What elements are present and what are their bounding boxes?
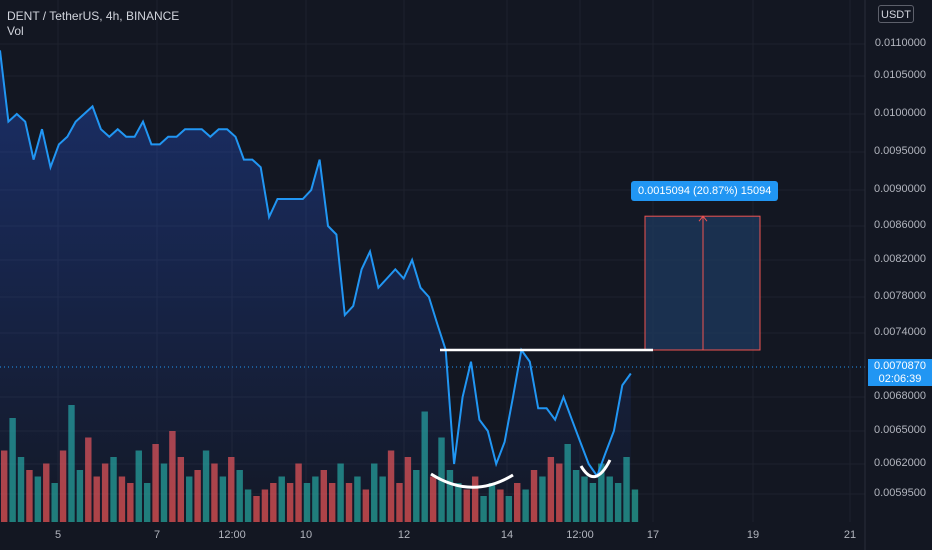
price-axis-label: 0.0059500	[874, 487, 926, 499]
price-axis-label: 0.0105000	[874, 69, 926, 81]
cup-curve[interactable]	[430, 472, 514, 489]
chart-legend: DENT / TetherUS, 4h, BINANCE Vol	[7, 9, 179, 39]
price-area	[0, 50, 631, 523]
price-axis-label: 0.0078000	[874, 290, 926, 302]
volume-bar	[631, 489, 639, 522]
symbol-title: DENT / TetherUS, 4h, BINANCE	[7, 9, 180, 23]
price-axis-label: 0.0090000	[874, 183, 926, 195]
time-axis-label: 14	[500, 529, 514, 541]
time-axis-label: 21	[843, 529, 857, 541]
measure-label: 0.0015094 (20.87%) 15094	[631, 181, 779, 201]
price-axis-label: 0.0095000	[874, 145, 926, 157]
time-axis-label: 7	[153, 529, 161, 541]
current-price-badge: 0.0070870 02:06:39	[868, 359, 932, 386]
time-axis-label: 10	[299, 529, 313, 541]
volume-label: Vol	[7, 24, 24, 38]
time-axis-label: 19	[746, 529, 760, 541]
handle-curve[interactable]	[579, 459, 612, 478]
measure-arrow-head	[698, 215, 708, 222]
price-axis-label: 0.0100000	[874, 107, 926, 119]
price-axis-label: 0.0086000	[874, 219, 926, 231]
price-axis-label: 0.0065000	[874, 424, 926, 436]
price-axis-label: 0.0062000	[874, 457, 926, 469]
time-axis-label: 17	[646, 529, 660, 541]
current-price-value: 0.0070870	[874, 360, 926, 372]
currency-button[interactable]: USDT	[878, 5, 914, 23]
time-axis-label: 12:00	[218, 529, 246, 541]
time-axis-label: 12:00	[566, 529, 594, 541]
price-axis-label: 0.0074000	[874, 326, 926, 338]
countdown-timer: 02:06:39	[878, 373, 922, 385]
price-line	[0, 50, 632, 479]
price-axis-label: 0.0082000	[874, 253, 926, 265]
time-axis-label: 5	[54, 529, 62, 541]
price-axis-label: 0.0068000	[874, 390, 926, 402]
time-axis-label: 12	[397, 529, 411, 541]
price-axis-label: 0.0110000	[874, 37, 926, 49]
